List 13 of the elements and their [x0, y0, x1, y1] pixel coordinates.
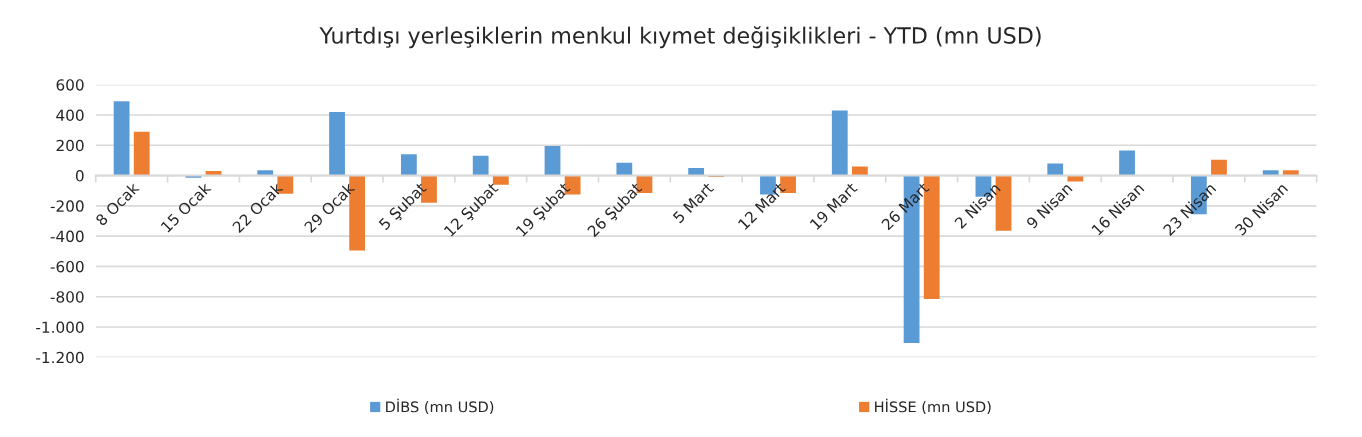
y-tick-label: -600 — [50, 260, 84, 273]
y-tick-label: -200 — [50, 200, 84, 212]
y-tick-label: 400 — [56, 109, 84, 121]
y-tick-label: -800 — [50, 291, 84, 303]
y-tick-label: 600 — [56, 79, 84, 91]
y-tick-label: -1.200 — [36, 351, 84, 364]
y-tick-label: -400 — [50, 230, 84, 243]
y-tick-label: 200 — [56, 139, 84, 152]
legend-label: DİBS (mn USD) — [386, 398, 494, 415]
y-tick-label: 0 — [75, 170, 84, 182]
legend-label: HİSSE (mn USD) — [875, 398, 991, 415]
chart-title: Yurtdışı yerleşiklerin menkul kıymet değişiklikleri - YTD (mn USD) — [319, 26, 1041, 49]
y-tick-label: -1.000 — [36, 321, 84, 334]
